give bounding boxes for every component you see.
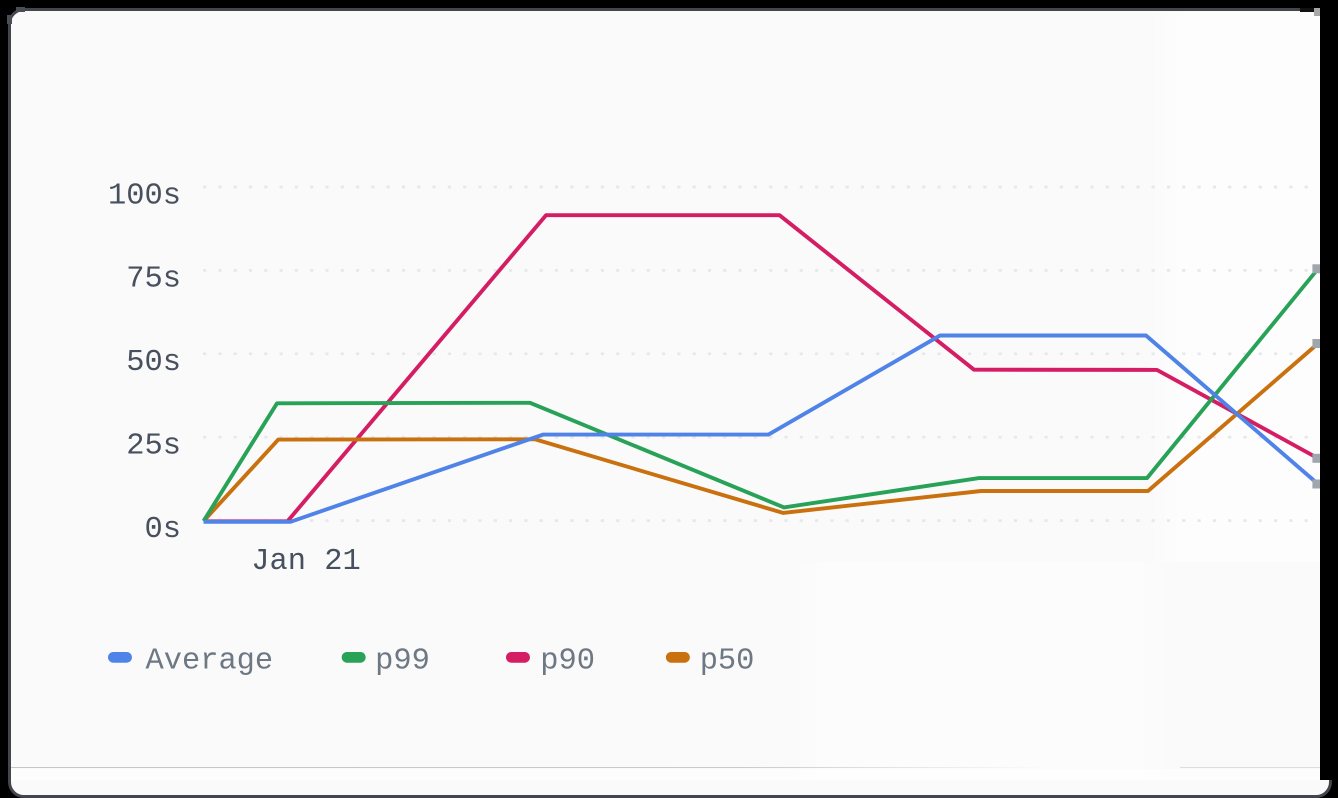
- svg-text:25s: 25s: [126, 430, 181, 464]
- svg-text:Average: Average: [146, 644, 274, 678]
- svg-text:p99: p99: [375, 644, 430, 678]
- svg-text:50s: 50s: [126, 346, 181, 380]
- svg-text:100s: 100s: [108, 179, 181, 213]
- svg-text:0s: 0s: [145, 513, 181, 547]
- svg-text:Jan 21: Jan 21: [251, 545, 360, 579]
- svg-text:75s: 75s: [126, 263, 181, 297]
- svg-text:p90: p90: [540, 644, 595, 678]
- svg-text:p50: p50: [700, 644, 755, 678]
